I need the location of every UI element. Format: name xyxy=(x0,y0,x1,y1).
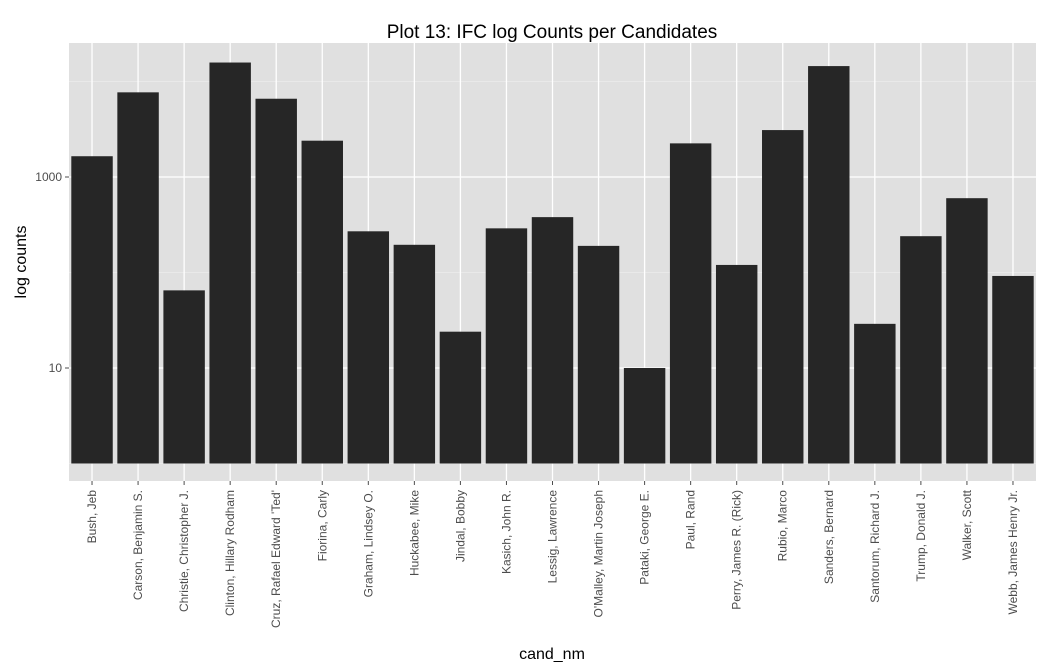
bars xyxy=(71,62,1034,464)
bar xyxy=(946,198,988,464)
x-tick-label: Sanders, Bernard xyxy=(822,490,836,584)
x-tick-label: Graham, Lindsey O. xyxy=(361,490,375,597)
x-tick-label: Kasich, John R. xyxy=(499,490,513,574)
x-tick-label: Clinton, Hillary Rodham xyxy=(223,490,237,616)
x-tick-label: Huckabee, Mike xyxy=(407,490,421,576)
bar xyxy=(301,140,343,464)
x-tick-label: Perry, James R. (Rick) xyxy=(730,490,744,610)
x-tick-label: Rubio, Marco xyxy=(776,490,790,562)
bar xyxy=(439,331,482,464)
bar xyxy=(762,130,804,464)
x-tick-label: Bush, Jeb xyxy=(85,490,99,544)
bar xyxy=(900,236,942,464)
x-tick-label: Trump, Donald J. xyxy=(914,490,928,582)
bar xyxy=(577,245,620,464)
bar xyxy=(163,290,205,464)
bar xyxy=(485,228,528,464)
x-tick-label: Walker, Scott xyxy=(960,489,974,560)
bar xyxy=(808,66,850,464)
bar xyxy=(255,98,297,464)
bar xyxy=(393,244,436,464)
bar xyxy=(531,217,574,464)
x-tick-label: Pataki, George E. xyxy=(638,490,652,585)
bar xyxy=(209,62,251,464)
bar xyxy=(854,323,896,464)
x-tick-label: Webb, James Henry Jr. xyxy=(1006,490,1020,615)
bar xyxy=(117,92,159,464)
x-axis: Bush, Jeb Carson, Benjamin S. Christie, Ch… xyxy=(85,481,1020,628)
x-tick-label: Fiorina, Carly xyxy=(315,490,329,561)
x-tick-label: Christie, Christopher J. xyxy=(177,490,191,612)
x-tick-label: Cruz, Rafael Edward 'Ted' xyxy=(269,490,283,628)
bar xyxy=(623,368,666,464)
bar xyxy=(669,143,712,464)
y-tick-label: 1000 xyxy=(35,170,62,184)
y-axis-title: log counts xyxy=(13,226,30,299)
x-tick-label: Paul, Rand xyxy=(684,490,698,549)
bar xyxy=(715,264,758,464)
bar xyxy=(992,275,1034,464)
x-tick-label: O'Malley, Martin Joseph xyxy=(592,490,606,617)
x-tick-label: Lessig, Lawrence xyxy=(546,490,560,584)
x-axis-title: cand_nm xyxy=(519,646,585,663)
x-tick-label: Carson, Benjamin S. xyxy=(131,490,145,600)
x-tick-label: Santorum, Richard J. xyxy=(868,490,882,603)
chart-title: Plot 13: IFC log Counts per Candidates xyxy=(387,22,718,43)
y-tick-label: 10 xyxy=(49,361,63,375)
bar xyxy=(347,231,390,464)
x-tick-label: Jindal, Bobby xyxy=(453,490,467,562)
bar xyxy=(71,156,113,464)
y-axis: 10 1000 xyxy=(35,170,69,375)
